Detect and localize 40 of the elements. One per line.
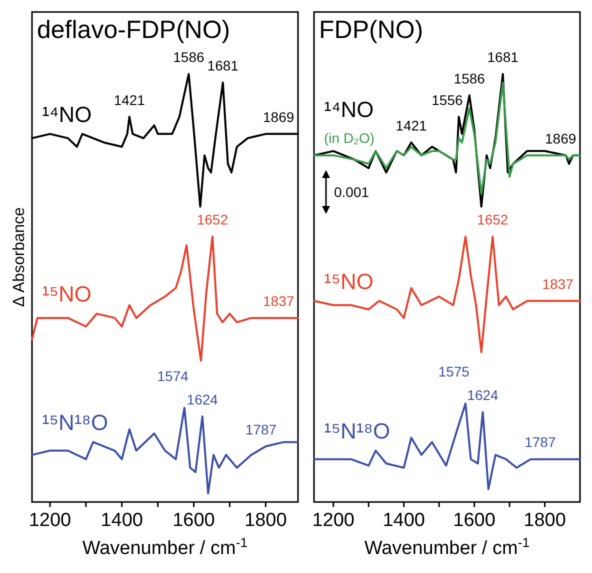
y-axis-title: Δ Absorbance bbox=[11, 207, 28, 307]
annotation: 1624 bbox=[467, 387, 499, 404]
annotation: 1421 bbox=[114, 92, 146, 108]
annotation: 1556 bbox=[432, 92, 464, 108]
x-tick-label: 1200 bbox=[28, 510, 72, 531]
chart-title: FDP(NO) bbox=[319, 16, 424, 44]
series-label: ¹⁵N¹⁸O bbox=[324, 418, 390, 444]
annotation: 1681 bbox=[207, 58, 239, 74]
annotation: 1869 bbox=[545, 130, 576, 146]
x-tick-label: 1400 bbox=[382, 510, 425, 531]
series-label: (in D₂O) bbox=[324, 130, 375, 146]
series-label: ¹⁴NO bbox=[324, 97, 374, 122]
chart-title: deflavo-FDP(NO) bbox=[37, 16, 230, 44]
series-label: ¹⁴NO bbox=[42, 102, 92, 127]
annotation: 1681 bbox=[487, 49, 519, 65]
x-tick-label: 1600 bbox=[453, 510, 496, 531]
annotation: 1421 bbox=[396, 117, 428, 134]
annotation: 1652 bbox=[477, 212, 508, 228]
x-tick-label: 1400 bbox=[100, 510, 144, 531]
annotation: 1837 bbox=[542, 276, 574, 292]
annotation: 1869 bbox=[263, 108, 294, 125]
annotation: 1837 bbox=[263, 292, 294, 309]
x-tick-label: 1200 bbox=[312, 510, 355, 531]
series-label: ¹⁵NO bbox=[42, 282, 92, 307]
annotation: 1787 bbox=[524, 434, 556, 450]
annotation: 1586 bbox=[454, 70, 486, 86]
series-label: ¹⁵NO bbox=[324, 268, 374, 294]
x-tick-label: 1800 bbox=[244, 510, 287, 531]
annotation: 1624 bbox=[186, 391, 218, 408]
annotation: 1787 bbox=[245, 421, 277, 438]
x-axis-title: Wavenumber / cm$^{-1}$ bbox=[364, 534, 530, 559]
annotation: 1586 bbox=[173, 49, 205, 65]
series-label: ¹⁵N¹⁸O bbox=[42, 410, 108, 436]
x-tick-label: 1800 bbox=[524, 510, 566, 531]
x-tick-label: 1600 bbox=[172, 510, 215, 531]
annotation: 1652 bbox=[196, 212, 228, 228]
x-axis-title: Wavenumber / cm$^{-1}$ bbox=[82, 534, 248, 559]
annotation: 1574 bbox=[157, 368, 189, 384]
annotation: 0.001 bbox=[334, 184, 370, 200]
annotation: 1575 bbox=[438, 364, 470, 380]
